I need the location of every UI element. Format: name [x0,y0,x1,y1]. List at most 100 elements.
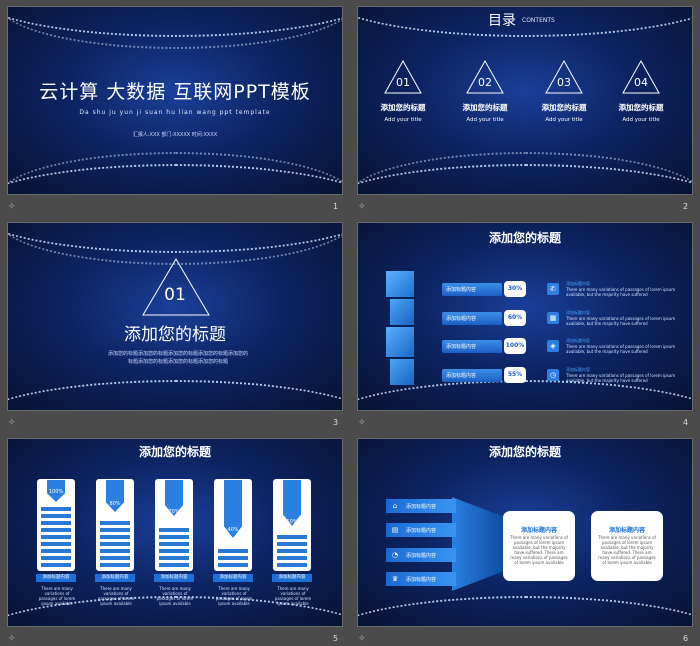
box-head: 添加标题内容 [608,527,645,534]
contents-heading-en: CONTENTS [522,17,555,24]
dot-arc-bottom-inner [358,152,692,194]
row-percent: 55% [504,367,526,383]
info-box-2: 添加标题内容 There are many variations of pass… [591,511,663,581]
row-text: There are many variations of passages of… [566,344,676,354]
section-body: 添加您的标题添加您的标题添加您的标题添加您的标题添加您的标题添加您的标题添加您的… [108,351,249,365]
section-number: 01 [164,285,186,305]
slide-thumbnail-5[interactable]: 添加您的标题 100% 添加标题内容 There are many variat… [7,438,343,627]
slide-thumbnail-6[interactable]: 添加您的标题 ⌂ 添加标题内容 ▤ 添加标题内容 ◔ 添加标题内容 ♛ 添加标题… [357,438,693,627]
row-text: There are many variations of passages of… [566,316,676,326]
dot-arc-bottom-inner [8,152,342,194]
dot-arc-bottom [8,380,342,410]
item-label: 添加标题内容 [406,504,437,510]
card-text: There are many variations of passages of… [97,586,135,606]
card-percent: 50% [286,519,298,525]
item-sub: Add your title [466,117,504,123]
item-label: 添加您的标题 [541,103,587,112]
triangle-icon [466,59,504,94]
star-icon[interactable]: ✧ [358,202,366,212]
gauge-icon: ◔ [391,551,399,559]
box-text: There are many variations of passages of… [510,535,568,565]
info-box-1: 添加标题内容 There are many variations of pass… [503,511,575,581]
contents-item-2: 02 添加您的标题 Add your title [450,59,520,123]
item-label: 添加您的标题 [462,103,508,112]
card-label: 添加标题内容 [36,574,76,582]
card-label: 添加标题内容 [154,574,194,582]
slide-thumbnail-1[interactable]: 云计算 大数据 互联网PPT模板 Da shu ju yun ji suan h… [7,6,343,195]
card-text: There are many variations of passages of… [38,586,76,606]
row-percent: 30% [504,281,526,297]
item-num: 01 [396,76,410,89]
clock-icon: ◷ [547,369,559,381]
slide-thumbnail-2[interactable]: 目录 CONTENTS 01 添加您的标题 Add your title 02 … [357,6,693,195]
item-label: 添加标题内容 [406,577,437,583]
dot-arc-top-inner [8,223,342,265]
star-icon[interactable]: ✧ [358,634,366,644]
slide-number: 5 [333,634,339,643]
row-head: 添加标题内容 [566,338,590,343]
slide-title: 添加您的标题 [138,445,211,459]
home-icon: ▤ [391,526,399,534]
item-num: 04 [634,76,648,89]
row-label: 添加标题内容 [446,344,477,350]
slide-title: 添加您的标题 [488,445,561,459]
box-text: There are many variations of passages of… [598,535,656,565]
dot-arc-bottom [8,596,342,626]
item-sub: Add your title [622,117,660,123]
arrow-down-icon [106,480,124,512]
funnel-ribbon-graphic [452,497,506,591]
triangle-icon [142,258,210,316]
card-percent: 40% [227,527,239,533]
card-percent: 100% [48,489,64,495]
dot-arc-bottom [358,596,692,626]
item-sub: Add your title [384,117,422,123]
card-percent: 80% [109,501,121,507]
star-icon[interactable]: ✧ [8,634,16,644]
dot-arc-top-inner [8,7,342,49]
item-label: 添加标题内容 [406,553,437,559]
slide-number: 3 [333,418,339,427]
star-icon[interactable]: ✧ [8,202,16,212]
card-label: 添加标题内容 [272,574,312,582]
tag-icon: ◈ [547,340,559,352]
row-text: There are many variations of passages of… [566,287,676,297]
arrow-down-icon [47,480,65,502]
stacked-cubes-graphic [386,271,416,389]
row-percent: 100% [504,338,526,354]
arrow-down-icon [165,480,183,516]
slide-thumbnail-4[interactable]: 添加您的标题 添加标题内容 30% ✆ 添加标题内容 There are man… [357,222,693,411]
row-head: 添加标题内容 [566,367,590,372]
card-text: There are many variations of passages of… [215,586,253,606]
slide-title: 云计算 大数据 互联网PPT模板 [39,81,311,103]
row-percent: 60% [504,310,526,326]
item-num: 03 [557,76,571,89]
star-icon[interactable]: ✧ [358,418,366,428]
card-label: 添加标题内容 [213,574,253,582]
item-label: 添加您的标题 [618,103,664,112]
item-label: 添加标题内容 [406,528,437,534]
star-icon[interactable]: ✧ [8,418,16,428]
slide-number: 4 [683,418,689,427]
bank-icon: ⌂ [392,502,398,510]
section-title: 添加您的标题 [124,325,226,345]
row-label: 添加标题内容 [446,287,477,293]
phone-icon: ✆ [547,283,559,295]
row-head: 添加标题内容 [566,310,590,315]
slide-title: 添加您的标题 [488,231,561,245]
item-label: 添加您的标题 [380,103,426,112]
dot-arc-top [358,7,692,37]
card-label: 添加标题内容 [95,574,135,582]
card-text: There are many variations of passages of… [274,586,312,606]
slide-thumbnail-3[interactable]: 01 添加您的标题 添加您的标题添加您的标题添加您的标题添加您的标题添加您的标题… [7,222,343,411]
arrow-down-icon [283,480,301,526]
trophy-icon: ♛ [391,575,399,583]
slide-number: 1 [333,202,339,211]
card-percent: 70% [168,509,180,515]
contents-item-4: 04 添加您的标题 Add your title [606,59,676,123]
box-head: 添加标题内容 [520,527,557,534]
slide-number: 6 [683,634,689,643]
triangle-icon [622,59,660,94]
contents-item-1: 01 添加您的标题 Add your title [368,59,438,123]
row-head: 添加标题内容 [566,281,590,286]
triangle-icon [384,59,422,94]
